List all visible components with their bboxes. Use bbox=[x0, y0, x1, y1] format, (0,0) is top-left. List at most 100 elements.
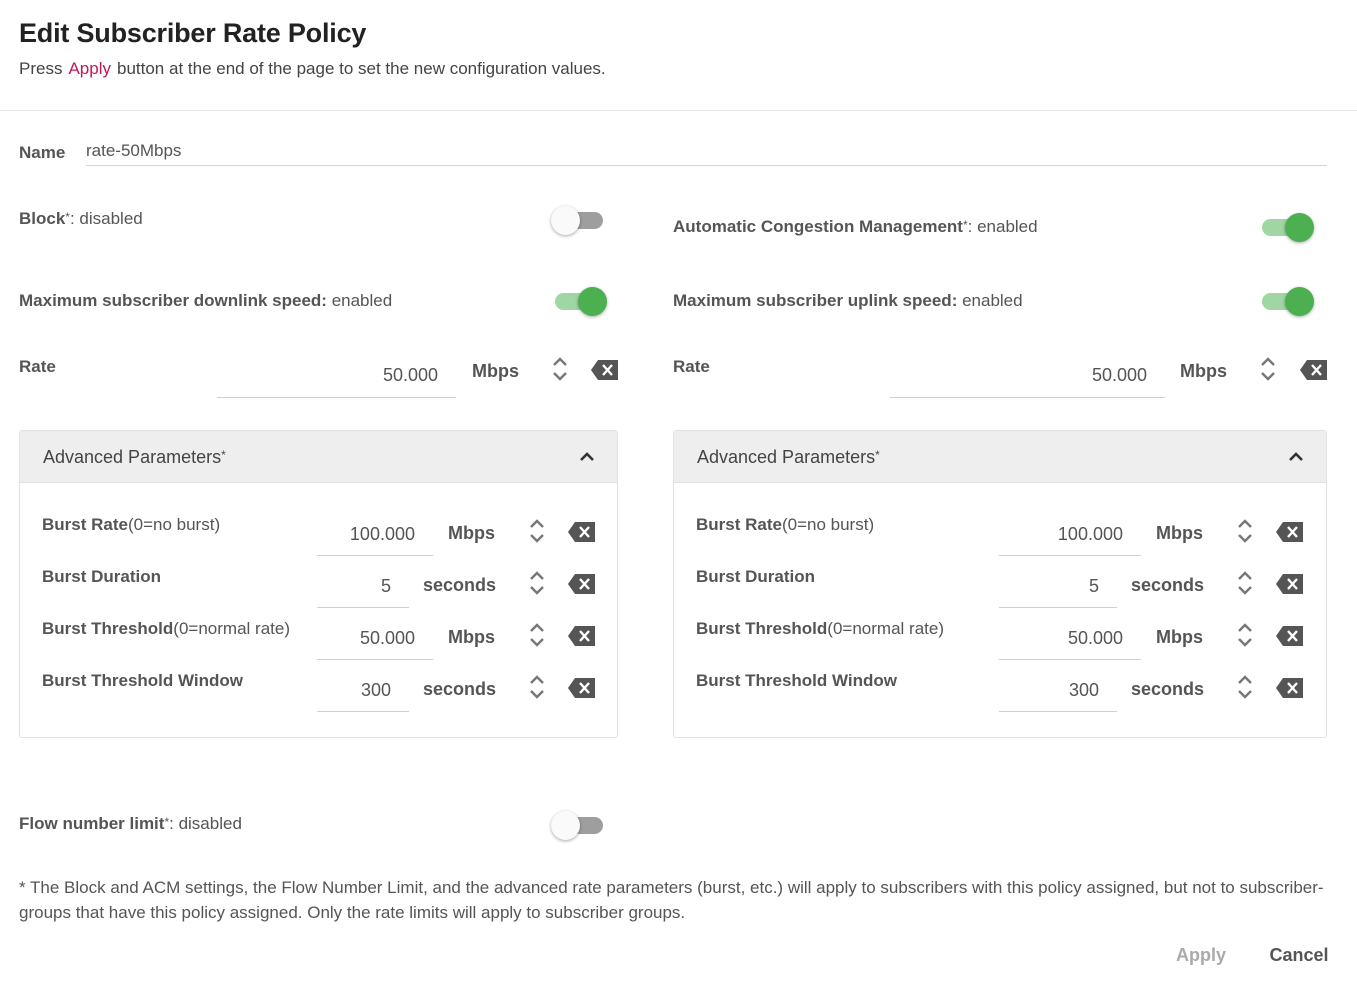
flow-limit-toggle[interactable] bbox=[551, 805, 607, 845]
label-paren: (0=normal rate) bbox=[173, 619, 290, 638]
downlink-rate-clear-button[interactable] bbox=[590, 359, 620, 381]
downlink-advanced-header[interactable]: Advanced Parameters* bbox=[20, 431, 617, 483]
toggle-knob bbox=[1285, 213, 1314, 242]
backspace-clear-icon bbox=[568, 678, 595, 698]
acm-asterisk: * bbox=[962, 218, 968, 232]
downlink-burst-duration-clear-button[interactable] bbox=[567, 573, 597, 595]
page-title: Edit Subscriber Rate Policy bbox=[19, 18, 367, 48]
downlink-burst-threshold-window-label: Burst Threshold Window bbox=[42, 671, 243, 691]
uplink-burst-threshold-stepper[interactable] bbox=[1235, 620, 1255, 650]
cancel-button[interactable]: Cancel bbox=[1258, 940, 1340, 970]
backspace-clear-icon bbox=[568, 574, 595, 594]
up-down-chevron-icon bbox=[1238, 519, 1252, 543]
subtitle-pre: Press bbox=[19, 59, 63, 78]
apply-button[interactable]: Apply bbox=[1160, 940, 1242, 970]
uplink-burst-threshold-window-unit: seconds bbox=[1131, 679, 1205, 699]
downlink-rate-input[interactable]: 50.000 bbox=[217, 352, 456, 398]
uplink-advanced-panel: Advanced Parameters* bbox=[673, 430, 1327, 738]
backspace-clear-icon bbox=[1300, 360, 1327, 380]
page-subtitle: Press Apply button at the end of the page … bbox=[19, 59, 606, 79]
downlink-burst-duration-label: Burst Duration bbox=[42, 567, 161, 587]
uplink-burst-rate-unit: Mbps bbox=[1156, 523, 1203, 543]
up-down-chevron-icon bbox=[530, 675, 544, 699]
toggle-knob bbox=[1285, 287, 1314, 316]
uplink-burst-threshold-window-stepper[interactable] bbox=[1235, 672, 1255, 702]
uplink-rate-stepper[interactable] bbox=[1258, 354, 1278, 384]
backspace-clear-icon bbox=[1276, 574, 1303, 594]
uplink-burst-threshold-unit: Mbps bbox=[1156, 627, 1203, 647]
uplink-burst-threshold-window-label: Burst Threshold Window bbox=[696, 671, 897, 691]
uplink-rate-clear-button[interactable] bbox=[1299, 359, 1329, 381]
toggle-knob bbox=[578, 287, 607, 316]
downlink-burst-threshold-label: Burst Threshold(0=normal rate) bbox=[42, 619, 290, 639]
flow-limit-setting-label: Flow number limit*: disabled bbox=[19, 814, 242, 834]
flow-limit-status: : disabled bbox=[169, 814, 242, 833]
advanced-title: Advanced Parameters* bbox=[697, 447, 880, 468]
backspace-clear-icon bbox=[568, 522, 595, 542]
downlink-setting-label: Maximum subscriber downlink speed: enabl… bbox=[19, 291, 392, 311]
downlink-rate-stepper[interactable] bbox=[550, 354, 570, 384]
uplink-status: enabled bbox=[957, 291, 1023, 310]
label-main: Burst Duration bbox=[696, 567, 815, 586]
uplink-burst-threshold-clear-button[interactable] bbox=[1275, 625, 1305, 647]
advanced-title: Advanced Parameters* bbox=[43, 447, 226, 468]
block-toggle[interactable] bbox=[551, 200, 607, 240]
acm-toggle[interactable] bbox=[1258, 207, 1314, 247]
backspace-clear-icon bbox=[1276, 626, 1303, 646]
up-down-chevron-icon bbox=[530, 623, 544, 647]
uplink-rate-unit: Mbps bbox=[1180, 361, 1227, 381]
flow-limit-asterisk: * bbox=[164, 815, 170, 829]
downlink-burst-threshold-input[interactable]: 50.000 bbox=[317, 616, 433, 660]
backspace-clear-icon bbox=[568, 626, 595, 646]
downlink-burst-rate-label: Burst Rate(0=no burst) bbox=[42, 515, 220, 535]
uplink-burst-duration-stepper[interactable] bbox=[1235, 568, 1255, 598]
block-label: Block bbox=[19, 209, 66, 228]
subtitle-post: button at the end of the page to set the… bbox=[117, 59, 606, 78]
downlink-status: enabled bbox=[326, 291, 393, 310]
backspace-clear-icon bbox=[591, 360, 618, 380]
label-main: Burst Threshold Window bbox=[42, 671, 244, 690]
downlink-burst-duration-unit: seconds bbox=[423, 575, 497, 595]
downlink-burst-duration-input[interactable]: 5 bbox=[317, 564, 409, 608]
downlink-burst-threshold-window-unit: seconds bbox=[423, 679, 497, 699]
uplink-rate-label: Rate bbox=[673, 357, 710, 376]
downlink-burst-threshold-window-clear-button[interactable] bbox=[567, 677, 597, 699]
uplink-burst-threshold-input[interactable]: 50.000 bbox=[999, 616, 1141, 660]
label-main: Burst Threshold bbox=[42, 619, 174, 638]
chevron-up-icon bbox=[1289, 452, 1303, 461]
downlink-burst-threshold-window-input[interactable]: 300 bbox=[317, 668, 409, 712]
uplink-burst-duration-clear-button[interactable] bbox=[1275, 573, 1305, 595]
up-down-chevron-icon bbox=[530, 519, 544, 543]
label-main: Burst Duration bbox=[42, 567, 161, 586]
uplink-burst-rate-stepper[interactable] bbox=[1235, 516, 1255, 546]
downlink-burst-rate-stepper[interactable] bbox=[527, 516, 547, 546]
uplink-rate-input[interactable]: 50.000 bbox=[890, 352, 1165, 398]
downlink-toggle[interactable] bbox=[551, 281, 607, 321]
downlink-label: Maximum subscriber downlink speed: bbox=[19, 291, 327, 310]
up-down-chevron-icon bbox=[1261, 357, 1275, 381]
downlink-burst-rate-input[interactable]: 100.000 bbox=[317, 512, 433, 556]
uplink-burst-threshold-label: Burst Threshold(0=normal rate) bbox=[696, 619, 944, 639]
downlink-burst-duration-stepper[interactable] bbox=[527, 568, 547, 598]
label-paren: (0=no burst) bbox=[127, 515, 221, 534]
uplink-burst-threshold-window-clear-button[interactable] bbox=[1275, 677, 1305, 699]
uplink-setting-label: Maximum subscriber uplink speed: enabled bbox=[673, 291, 1023, 311]
toggle-knob bbox=[551, 206, 580, 235]
downlink-burst-threshold-clear-button[interactable] bbox=[567, 625, 597, 647]
downlink-burst-threshold-window-stepper[interactable] bbox=[527, 672, 547, 702]
uplink-advanced-header[interactable]: Advanced Parameters* bbox=[674, 431, 1326, 483]
footnote: * The Block and ACM settings, the Flow N… bbox=[19, 878, 1324, 922]
name-input[interactable]: rate-50Mbps bbox=[86, 141, 1327, 166]
uplink-burst-rate-clear-button[interactable] bbox=[1275, 521, 1305, 543]
uplink-burst-duration-input[interactable]: 5 bbox=[999, 564, 1117, 608]
label-paren: (0=no burst) bbox=[781, 515, 875, 534]
block-status: : disabled bbox=[69, 209, 143, 228]
acm-setting-label: Automatic Congestion Management*: enable… bbox=[673, 217, 1038, 237]
downlink-burst-threshold-unit: Mbps bbox=[448, 627, 495, 647]
downlink-burst-rate-unit: Mbps bbox=[448, 523, 495, 543]
uplink-burst-rate-input[interactable]: 100.000 bbox=[999, 512, 1141, 556]
downlink-burst-rate-clear-button[interactable] bbox=[567, 521, 597, 543]
uplink-toggle[interactable] bbox=[1258, 281, 1314, 321]
downlink-burst-threshold-stepper[interactable] bbox=[527, 620, 547, 650]
uplink-burst-threshold-window-input[interactable]: 300 bbox=[999, 668, 1117, 712]
